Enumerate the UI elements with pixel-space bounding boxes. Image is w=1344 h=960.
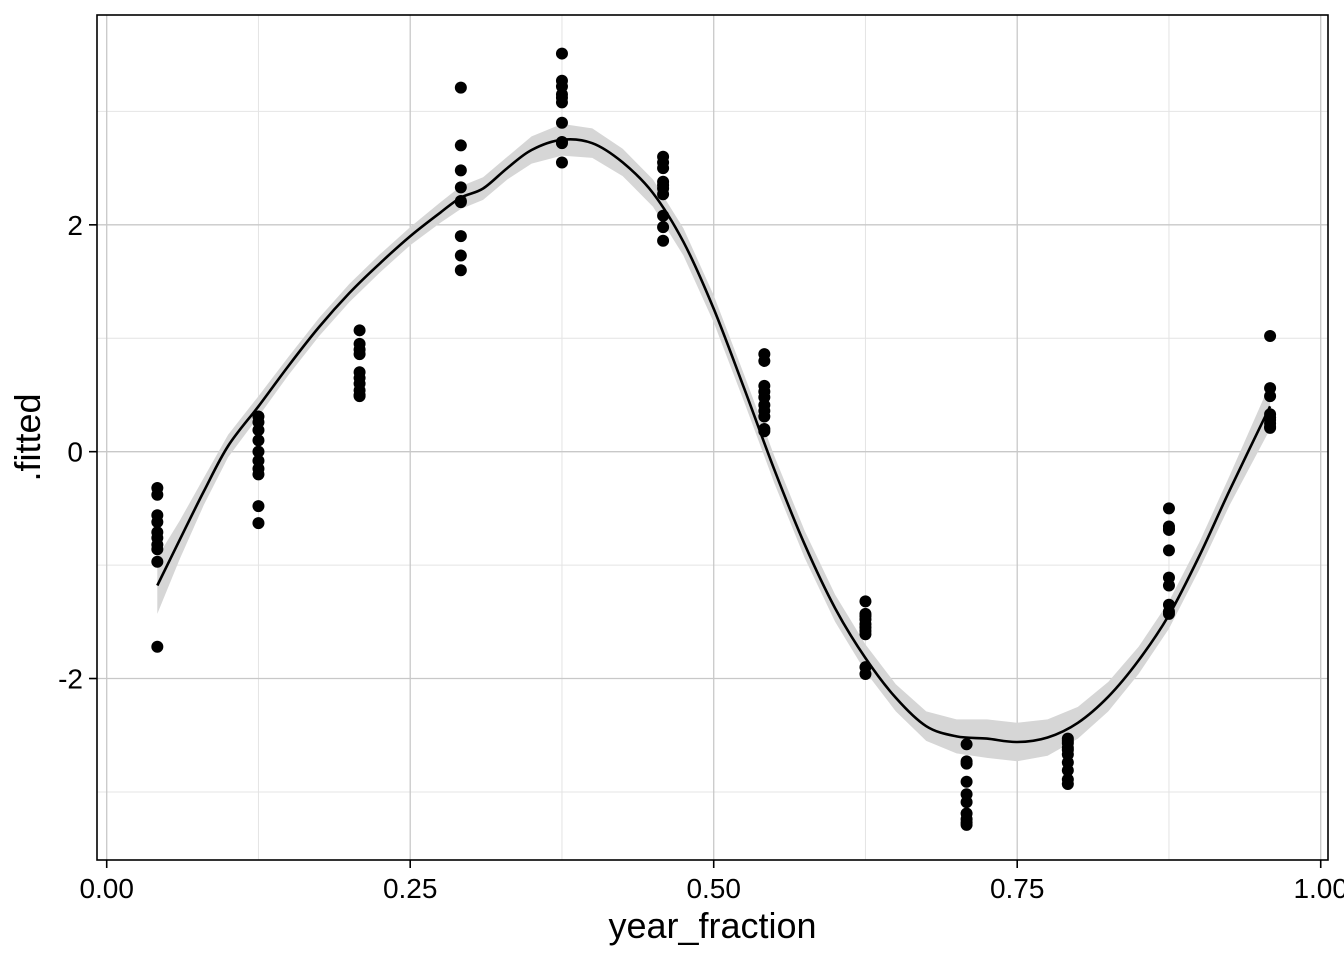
minor-gridlines [97, 15, 1328, 860]
x-tick-label: 0.75 [990, 873, 1045, 904]
y-tick-label: 2 [67, 210, 83, 241]
data-point [758, 410, 771, 423]
data-point [353, 390, 366, 403]
data-point [454, 139, 467, 152]
data-point [555, 47, 568, 60]
x-tick-label: 0.50 [686, 873, 741, 904]
panel-border [96, 14, 1329, 861]
data-point [859, 628, 872, 641]
data-point [1264, 390, 1277, 403]
data-point [1061, 734, 1074, 747]
y-tick-label: 0 [67, 437, 83, 468]
data-point [151, 555, 164, 568]
data-point [1162, 607, 1175, 620]
data-point [1061, 764, 1074, 777]
axis-ticks [89, 224, 1322, 868]
data-point [657, 188, 670, 201]
data-point [657, 221, 670, 234]
data-point [1162, 579, 1175, 592]
y-tick-label: -2 [58, 664, 83, 695]
data-point [252, 434, 265, 447]
data-point [353, 348, 366, 361]
data-point [1061, 743, 1074, 756]
data-point [960, 775, 973, 788]
data-point [353, 324, 366, 337]
data-point [1264, 411, 1277, 424]
data-point [454, 196, 467, 209]
data-point [151, 516, 164, 528]
x-axis-title: year_fraction [608, 905, 816, 946]
data-point [252, 517, 265, 530]
data-point [555, 156, 568, 169]
data-point [454, 81, 467, 94]
data-point [758, 425, 771, 438]
data-point [1162, 544, 1175, 557]
data-point [555, 91, 568, 104]
data-point [454, 181, 467, 194]
smooth-fit-line [156, 137, 1272, 744]
data-point [1162, 522, 1175, 535]
data-point [151, 640, 164, 653]
data-point [252, 445, 265, 458]
x-tick-label: 0.00 [79, 873, 134, 904]
data-point [758, 354, 771, 367]
data-point [252, 468, 265, 481]
data-point [1162, 502, 1175, 515]
data-point [960, 738, 973, 751]
data-point [960, 757, 973, 770]
data-point [1264, 421, 1277, 434]
x-tick-label: 0.25 [383, 873, 438, 904]
data-point [960, 816, 973, 829]
data-point [454, 230, 467, 243]
data-point [859, 610, 872, 623]
data-point [657, 179, 670, 192]
data-point [859, 595, 872, 608]
x-tick-labels: 0.00 0.25 0.50 0.75 1.00 [79, 873, 1344, 904]
data-point [960, 796, 973, 809]
data-point [555, 116, 568, 129]
data-point [657, 234, 670, 247]
data-point [859, 667, 872, 680]
data-point [1061, 778, 1074, 791]
data-point [657, 209, 670, 222]
data-point [555, 137, 568, 150]
x-tick-label: 1.00 [1293, 873, 1344, 904]
data-point [1264, 329, 1277, 342]
data-point [252, 424, 265, 437]
data-point [657, 162, 670, 175]
data-point [151, 488, 164, 501]
y-axis-title: .fitted [7, 393, 48, 481]
y-tick-labels: -2 0 2 [58, 210, 83, 695]
data-point [252, 500, 265, 513]
data-point [454, 264, 467, 277]
data-point [454, 249, 467, 262]
data-points [151, 47, 1277, 831]
data-point [151, 543, 164, 556]
data-point [454, 164, 467, 177]
